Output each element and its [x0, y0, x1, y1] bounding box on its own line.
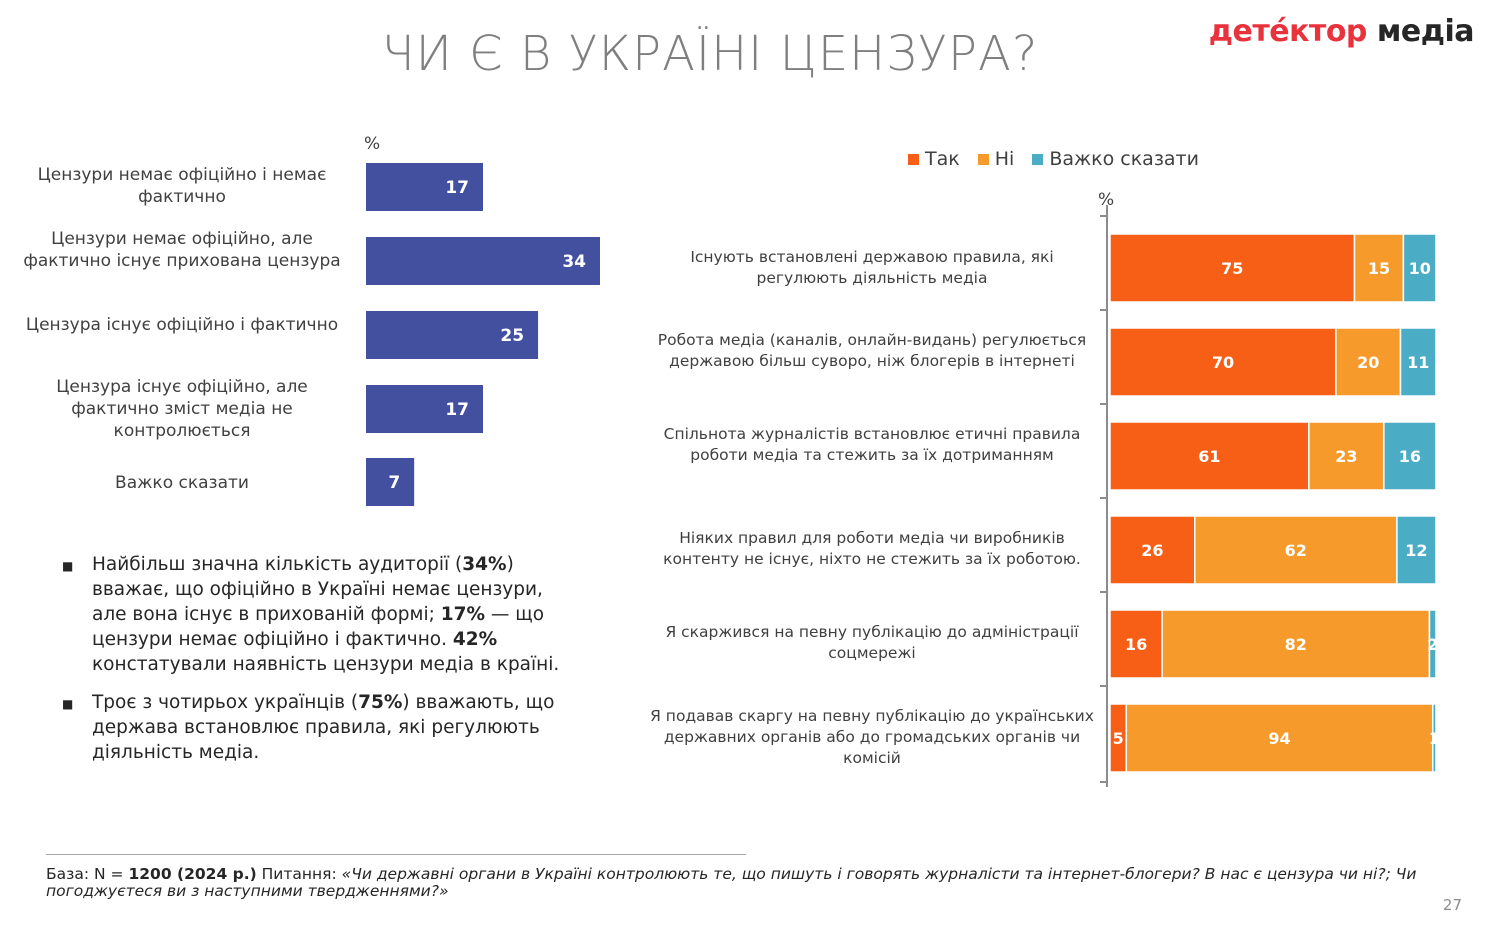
left-bar — [366, 385, 483, 433]
stacked-bar-segment — [1194, 515, 1398, 585]
segment-value: 75 — [1221, 259, 1243, 278]
stacked-bar-segment — [1431, 703, 1437, 773]
chart-legend: Так Ні Важко сказати — [908, 148, 1199, 170]
stacked-bar-segment — [1335, 327, 1402, 397]
base-label: База: N = — [46, 865, 129, 883]
legend-swatch — [908, 153, 919, 165]
left-category-label: Цензура існує офіційно і фактично — [25, 315, 339, 335]
segment-value: 23 — [1335, 447, 1357, 466]
left-chart-unit: % — [364, 134, 381, 154]
right-stacked-bar-chart: 75 15 10 70 20 11 61 23 16 26 62 12 16 82 2 5 94 1 — [1100, 205, 1440, 787]
footer-note: База: N = 1200 (2024 р.) Питання: «Чи де… — [46, 866, 1426, 900]
segment-value: 2 — [1427, 635, 1438, 654]
segment-value: 26 — [1141, 541, 1163, 560]
legend-swatch — [977, 153, 989, 165]
segment-value: 82 — [1285, 635, 1307, 654]
stacked-bar-segment — [1396, 515, 1437, 585]
segment-value: 70 — [1212, 353, 1234, 372]
bullet-text: Троє з чотирьох українців (75%) вважають… — [92, 692, 555, 763]
left-category-label: Важко сказати — [115, 473, 249, 493]
base-value: 1200 (2024 р.) — [128, 865, 257, 883]
bullet-marker-icon: ■ — [62, 697, 74, 711]
logo-part-1: детéктор — [1208, 14, 1368, 49]
segment-value: 16 — [1399, 447, 1421, 466]
question-text: «Чи державні органи в Україні контролюют… — [46, 865, 1417, 900]
segment-value: 5 — [1113, 729, 1124, 748]
bullet-marker-icon: ■ — [62, 559, 74, 573]
stacked-bar-segment — [1428, 609, 1437, 679]
left-category-label: Цензури немає офіційно і немає фактично — [37, 165, 327, 207]
legend-item: Ні — [977, 148, 1015, 170]
stacked-bar-segment — [1109, 233, 1356, 303]
stacked-bar-segment — [1109, 609, 1163, 679]
segment-value: 20 — [1357, 353, 1379, 372]
legend-label: Ні — [994, 148, 1015, 170]
left-bar — [366, 311, 539, 359]
right-category-label: Ніяких правил для роботи медіа чи виробн… — [663, 529, 1081, 568]
segment-value: 15 — [1368, 259, 1390, 278]
stacked-bar-segment — [1109, 421, 1310, 491]
left-category-label: Цензури немає офіційно, але фактично існ… — [23, 229, 341, 271]
left-bar-value: 34 — [562, 252, 586, 272]
right-chart-unit: % — [1098, 190, 1115, 210]
stacked-bar-segment — [1383, 421, 1437, 491]
segment-value: 62 — [1285, 541, 1307, 560]
legend-label: Так — [925, 148, 960, 170]
segment-value: 11 — [1407, 353, 1429, 372]
stacked-bar-segment — [1308, 421, 1385, 491]
stacked-bar-segment — [1402, 233, 1437, 303]
question-label: Питання: — [256, 865, 342, 883]
stacked-bar-segment — [1161, 609, 1431, 679]
right-category-label: Спільнота журналістів встановлює етичні … — [663, 425, 1081, 464]
left-bar — [366, 163, 483, 211]
left-bar — [366, 458, 415, 506]
right-category-label: Існують встановлені державою правила, як… — [690, 248, 1054, 287]
page-number: 27 — [1442, 896, 1462, 914]
key-findings: ■ Найбільш значна кількість аудиторії (34… — [62, 552, 582, 778]
left-bar-value: 25 — [500, 326, 524, 346]
segment-value: 10 — [1409, 259, 1431, 278]
stacked-bar-segment — [1353, 233, 1405, 303]
segment-value: 61 — [1198, 447, 1220, 466]
legend-item: Так — [908, 148, 960, 170]
segment-value: 94 — [1268, 729, 1290, 748]
stacked-bar-segment — [1109, 515, 1196, 585]
slide-title: ЧИ Є В УКРАЇНІ ЦЕНЗУРА? — [381, 26, 1039, 82]
right-category-label: Я подавав скаргу на певну публікацію до … — [650, 707, 1094, 767]
logo-part-2: медіа — [1366, 14, 1475, 49]
right-category-label: Робота медіа (каналів, онлайн-видань) ре… — [657, 331, 1087, 370]
stacked-bar-segment — [1125, 703, 1434, 773]
left-bar — [366, 237, 600, 285]
segment-value: 12 — [1405, 541, 1427, 560]
left-category-label: Цензура існує офіційно, але фактично змі… — [56, 377, 308, 441]
legend-item: Важко сказати — [1032, 148, 1199, 170]
bullet-point: ■ Троє з чотирьох українців (75%) вважают… — [62, 690, 582, 765]
bullet-text: Найбільш значна кількість аудиторії (34%… — [92, 554, 560, 675]
legend-swatch — [1032, 153, 1044, 165]
segment-value: 1 — [1429, 729, 1440, 748]
segment-value: 16 — [1125, 635, 1147, 654]
left-bar-value: 7 — [388, 473, 400, 493]
legend-label: Важко сказати — [1049, 148, 1199, 170]
left-bar-value: 17 — [445, 178, 469, 198]
logo: детéктор медіа — [1208, 14, 1475, 49]
bullet-point: ■ Найбільш значна кількість аудиторії (34… — [62, 552, 582, 677]
footer-divider — [46, 854, 746, 855]
right-category-label: Я скаржився на певну публікацію до адмін… — [665, 623, 1079, 662]
left-bar-value: 17 — [445, 400, 469, 420]
stacked-bar-segment — [1399, 327, 1437, 397]
stacked-bar-segment — [1109, 327, 1337, 397]
left-bar-chart: 17 34 25 17 7 — [366, 163, 600, 506]
